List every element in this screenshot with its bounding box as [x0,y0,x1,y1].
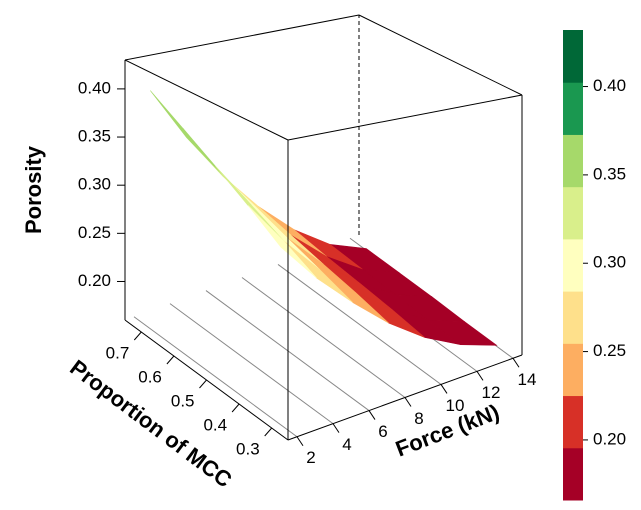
x-tick [296,436,304,447]
y-tick [166,355,175,365]
floor-line [133,316,298,438]
surface-cell [247,205,317,279]
colorbar-band [563,134,583,188]
x-tick [332,423,340,433]
colorbar-tick-label: 0.30 [593,253,626,272]
colorbar-band [563,238,583,292]
box-edge [124,14,360,61]
z-axis-title: Porosity [21,145,46,234]
colorbar-tick-label: 0.35 [593,164,626,183]
x-tick [404,397,412,407]
colorbar-band [563,186,583,240]
z-tick-label: 0.20 [78,271,111,290]
floor-line [277,264,442,385]
x-tick-label: 8 [414,409,423,428]
colorbar-band [563,291,583,344]
x-tick-label: 4 [342,435,351,454]
box-edge [287,94,523,141]
y-tick [199,379,207,389]
y-tick-label: 0.6 [138,367,162,386]
x-tick-label: 6 [378,422,387,441]
x-tick [368,410,376,420]
y-tick-label: 0.5 [171,391,195,410]
colorbar-tick-label: 0.20 [593,429,626,448]
z-tick-label: 0.35 [78,127,111,146]
x-tick-label: 2 [306,448,315,467]
floor-line [169,303,334,425]
x-tick [512,357,520,368]
y-tick [231,403,240,413]
y-tick [133,331,142,341]
colorbar-band [563,30,583,83]
x-tick-label: 10 [446,396,465,415]
colorbar-tick-label: 0.40 [593,76,626,95]
colorbar-band [563,343,583,397]
z-tick-label: 0.40 [78,78,111,97]
y-tick [264,427,273,437]
box-edge [358,14,523,96]
surface-cell [215,166,285,242]
y-tick-label: 0.4 [203,415,227,434]
y-tick-label: 0.7 [106,343,130,362]
colorbar-band [563,395,583,449]
z-tick-label: 0.30 [78,175,111,194]
y-tick-label: 0.3 [236,439,260,458]
colorbar-tick-label: 0.25 [593,341,626,360]
floor-line [241,277,406,398]
colorbar-band [563,447,583,501]
x-tick-label: 14 [518,370,537,389]
x-tick [440,384,448,394]
box-edge [124,59,289,141]
x-tick-label: 12 [482,383,501,402]
z-tick-label: 0.25 [78,223,111,242]
surface-cell [254,205,324,265]
x-tick [476,371,484,381]
colorbar-band [563,82,583,135]
